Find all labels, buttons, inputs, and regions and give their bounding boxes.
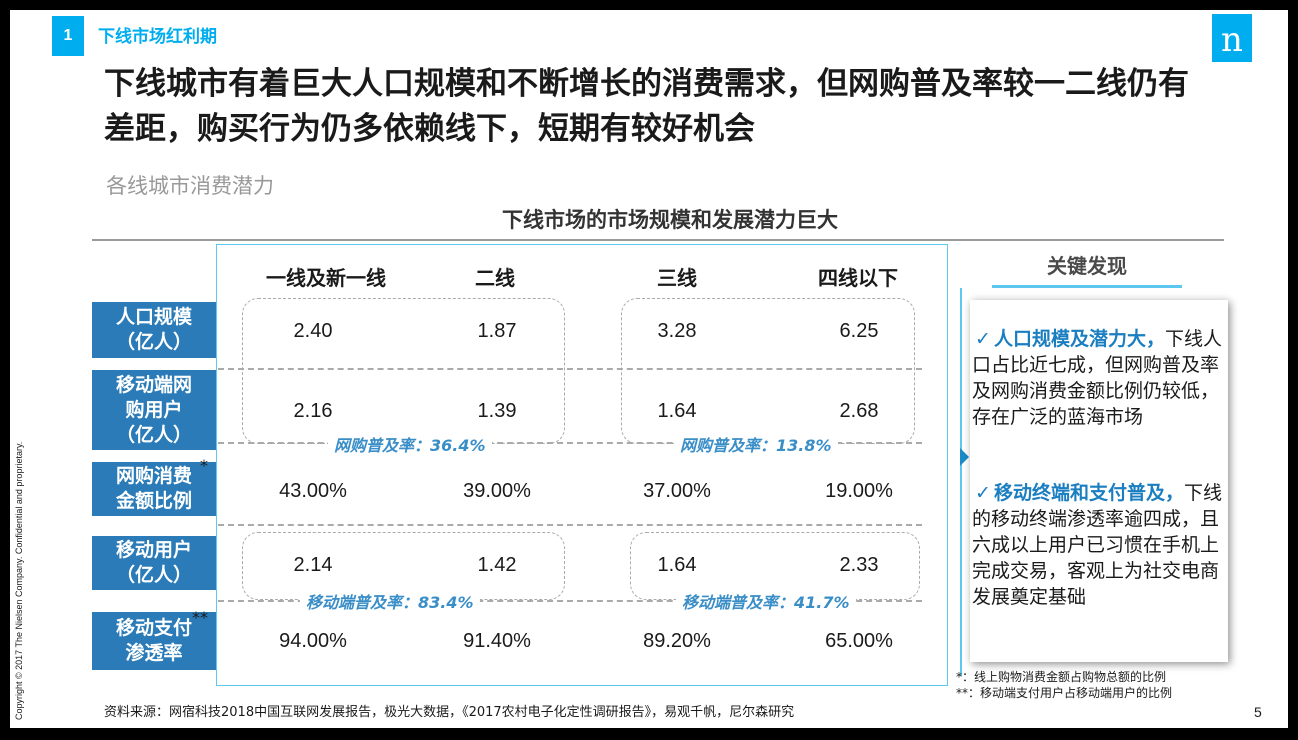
key-finding-item: ✓ 移动终端和支付普及，下线的移动终端渗透率逾四成，且六成以上用户已习惯在手机上完… (972, 482, 1223, 608)
row-label-mobile-pay-rate: 移动支付 渗透率 (92, 612, 216, 670)
arrow-right-icon (960, 448, 969, 466)
key-findings-title: 关键发现 (1047, 254, 1127, 278)
row-separator (218, 524, 922, 526)
table-cell: 1.64 (657, 400, 697, 422)
footnote-marker: ** (192, 608, 208, 627)
mobile-rate-label-left: 移动端普及率：83.4% (300, 589, 480, 613)
data-table-frame (216, 244, 948, 686)
key-findings-panel (970, 300, 1228, 662)
online-rate-label-left: 网购普及率：36.4% (328, 432, 492, 456)
table-title: 下线市场的市场规模和发展潜力巨大 (502, 208, 838, 232)
table-cell: 91.40% (463, 630, 531, 652)
source-citation: 资料来源：网宿科技2018中国互联网发展报告，极光大数据，《2017农村电子化定… (104, 705, 795, 720)
table-cell: 2.14 (293, 554, 333, 576)
column-header-tier2: 二线 (475, 266, 515, 290)
check-icon: ✓ (975, 482, 991, 504)
title-divider (92, 239, 1224, 241)
footnote: **：移动端支付用户占移动端用户的比例 (956, 686, 1173, 700)
row-separator (218, 368, 922, 370)
headline: 下线城市有着巨大人口规模和不断增长的消费需求，但网购普及率较一二线仍有差距，购买… (104, 66, 1189, 147)
table-cell: 2.40 (293, 320, 333, 342)
footnote: *：线上购物消费金额占购物总额的比例 (956, 670, 1167, 684)
key-findings-underline (992, 285, 1182, 288)
nielsen-logo: n (1212, 14, 1252, 62)
slide: Copyright © 2017 The Nielsen Company. Co… (10, 10, 1288, 728)
section-number-badge: 1 (52, 16, 84, 56)
table-cell: 1.39 (477, 400, 517, 422)
column-header-tier4: 四线以下 (818, 266, 898, 290)
table-cell: 39.00% (463, 480, 531, 502)
table-cell: 43.00% (279, 480, 347, 502)
table-cell: 2.16 (293, 400, 333, 422)
row-separator (218, 600, 922, 602)
table-cell: 94.00% (279, 630, 347, 652)
row-label-population: 人口规模 （亿人） (92, 302, 216, 358)
table-cell: 65.00% (825, 630, 893, 652)
row-label-mobile-users: 移动用户 （亿人） (92, 536, 216, 590)
column-header-tier3: 三线 (657, 266, 697, 290)
table-cell: 2.68 (839, 400, 879, 422)
check-icon: ✓ (975, 328, 991, 350)
section-title: 下线市场红利期 (98, 27, 217, 47)
table-cell: 89.20% (643, 630, 711, 652)
table-cell: 1.64 (657, 554, 697, 576)
row-separator (218, 442, 922, 444)
online-rate-label-right: 网购普及率：13.8% (674, 432, 838, 456)
key-finding-item: ✓ 人口规模及潜力大，下线人口占比近七成，但网购普及率及网购消费金额比例仍较低，存… (972, 328, 1223, 428)
table-cell: 1.42 (477, 554, 517, 576)
table-cell: 2.33 (839, 554, 879, 576)
key-findings-connector (960, 288, 962, 676)
table-cell: 19.00% (825, 480, 893, 502)
table-cell: 6.25 (839, 320, 879, 342)
row-label-online-spend-ratio: 网购消费 金额比例 (92, 462, 216, 516)
footnote-marker: * (200, 456, 208, 475)
page-number: 5 (1254, 704, 1262, 720)
table-cell: 37.00% (643, 480, 711, 502)
subheading: 各线城市消费潜力 (106, 174, 274, 198)
table-cell: 3.28 (657, 320, 697, 342)
column-header-tier1: 一线及新一线 (266, 266, 386, 290)
mobile-rate-label-right: 移动端普及率：41.7% (676, 589, 856, 613)
row-label-mobile-shoppers: 移动端网 购用户 （亿人） (92, 370, 216, 450)
table-cell: 1.87 (477, 320, 517, 342)
